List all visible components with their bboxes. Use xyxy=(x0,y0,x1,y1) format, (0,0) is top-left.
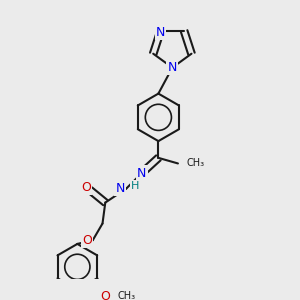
Text: N: N xyxy=(137,167,146,180)
Text: O: O xyxy=(100,290,110,300)
Text: CH₃: CH₃ xyxy=(187,158,205,169)
Text: CH₃: CH₃ xyxy=(117,292,135,300)
Text: H: H xyxy=(131,182,140,191)
Text: N: N xyxy=(168,61,177,74)
Text: O: O xyxy=(82,234,92,247)
Text: N: N xyxy=(156,26,165,39)
Text: N: N xyxy=(116,182,125,195)
Text: O: O xyxy=(81,181,91,194)
